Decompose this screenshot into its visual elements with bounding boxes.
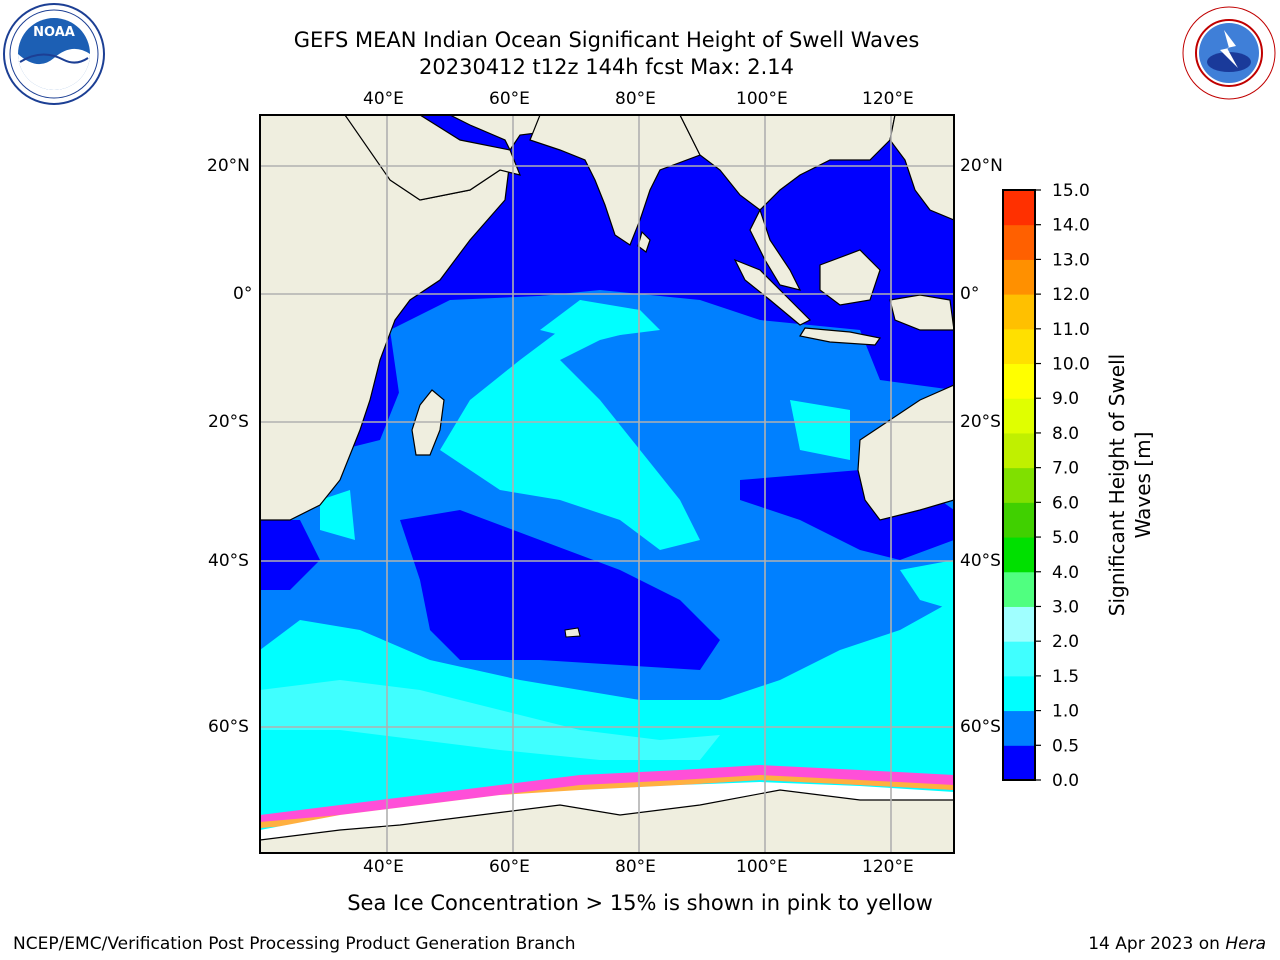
lon-label-top-60e: 60°E <box>489 89 530 109</box>
colorbar-tick-label: 8.0 <box>1052 424 1079 444</box>
lon-label-top-120e: 120°E <box>862 89 914 109</box>
colorbar-tick-label: 4.0 <box>1052 563 1079 583</box>
colorbar-segment <box>1003 259 1035 295</box>
colorbar-segment <box>1003 710 1035 746</box>
colorbar-tick-label: 9.0 <box>1052 389 1079 409</box>
lon-label-bottom-40e: 40°E <box>363 857 404 877</box>
lat-label-left-20s: 20°S <box>208 412 249 432</box>
lat-label-right-40s: 40°S <box>960 551 1001 571</box>
colorbar-tick-label: 5.0 <box>1052 528 1079 548</box>
colorbar-segment <box>1003 294 1035 330</box>
lat-label-right-60s: 60°S <box>960 717 1001 737</box>
lat-label-right-20s: 20°S <box>960 412 1001 432</box>
colorbar: 15.0 14.0 13.0 12.0 11.0 10.0 9.0 8.0 7.0 6.0 5.0 4… <box>1002 181 1090 791</box>
colorbar-segment <box>1003 502 1035 538</box>
colorbar-tick-label: 0.0 <box>1052 771 1079 791</box>
colorbar-tick-label: 11.0 <box>1052 320 1090 340</box>
lon-label-bottom-60e: 60°E <box>489 857 530 877</box>
colorbar-segment <box>1003 398 1035 434</box>
footer-right: 14 Apr 2023 on Hera <box>1088 934 1266 954</box>
map-title: GEFS MEAN Indian Ocean Significant Heigh… <box>293 28 920 52</box>
sea-ice-caption: Sea Ice Concentration > 15% is shown in … <box>0 891 1280 915</box>
lon-label-bottom-80e: 80°E <box>615 857 656 877</box>
colorbar-segment <box>1003 606 1035 642</box>
sea-ice-caption-text: Sea Ice Concentration > 15% is shown in … <box>347 891 933 915</box>
colorbar-tick-label: 12.0 <box>1052 285 1090 305</box>
colorbar-segment <box>1003 224 1035 260</box>
colorbar-segment <box>1003 432 1035 469</box>
lon-label-top-100e: 100°E <box>736 89 788 109</box>
footer-date: 14 Apr 2023 on <box>1088 934 1226 954</box>
lon-label-top-40e: 40°E <box>363 89 404 109</box>
colorbar-segment <box>1003 328 1035 365</box>
map-gridlines <box>260 115 954 853</box>
colorbar-segment <box>1003 675 1035 712</box>
nws-logo <box>1178 2 1280 104</box>
colorbar-tick-label: 15.0 <box>1052 181 1090 201</box>
lon-label-top-80e: 80°E <box>615 89 656 109</box>
colorbar-label-line2: Waves [m] <box>1131 431 1155 539</box>
map-subtitle: 20230412 t12z 144h fcst Max: 2.14 <box>419 55 794 79</box>
colorbar-segment <box>1003 537 1035 573</box>
map-frame <box>259 114 955 854</box>
colorbar-tick-label: 10.0 <box>1052 355 1090 375</box>
colorbar-segment <box>1003 571 1035 607</box>
lon-label-bottom-100e: 100°E <box>736 857 788 877</box>
lat-label-left-40s: 40°S <box>208 551 249 571</box>
colorbar-frame <box>1002 189 1036 781</box>
lat-label-right-0: 0° <box>960 284 980 304</box>
lat-label-left-0: 0° <box>233 284 253 304</box>
lon-label-bottom-120e: 120°E <box>862 857 914 877</box>
colorbar-tick-label: 7.0 <box>1052 459 1079 479</box>
colorbar-tick-label: 1.0 <box>1052 702 1079 722</box>
noaa-logo-text: NOAA <box>33 25 75 40</box>
colorbar-segment <box>1003 190 1035 226</box>
colorbar-tick-label: 2.0 <box>1052 632 1079 652</box>
colorbar-tick-label: 6.0 <box>1052 493 1079 513</box>
colorbar-segment <box>1003 641 1035 677</box>
noaa-logo: NOAA <box>2 2 106 106</box>
colorbar-segment <box>1003 363 1035 399</box>
lat-label-right-20n: 20°N <box>960 156 1003 176</box>
colorbar-tick-label: 0.5 <box>1052 736 1079 756</box>
lat-label-left-20n: 20°N <box>207 156 250 176</box>
colorbar-tick-label: 1.5 <box>1052 667 1079 687</box>
colorbar-segment <box>1003 745 1035 781</box>
colorbar-tick-label: 3.0 <box>1052 597 1079 617</box>
colorbar-segment <box>1003 467 1035 503</box>
colorbar-label-line1: Significant Height of Swell <box>1105 353 1129 617</box>
footer-host: Hera <box>1225 934 1266 954</box>
map-field <box>260 115 954 853</box>
colorbar-tick-label: 14.0 <box>1052 216 1090 236</box>
lat-label-left-60s: 60°S <box>208 717 249 737</box>
colorbar-tick-label: 13.0 <box>1052 250 1090 270</box>
footer-left: NCEP/EMC/Verification Post Processing Pr… <box>13 934 576 954</box>
